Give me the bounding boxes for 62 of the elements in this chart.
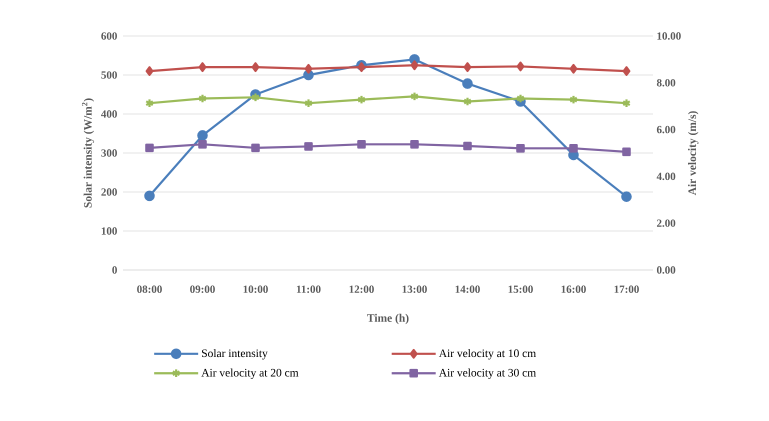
point [569,144,578,153]
y2-tick-label: 4.00 [656,172,676,180]
point [622,148,631,156]
y2-tick-label: 0.00 [656,266,676,274]
legend-label: Solar intensity [202,349,268,360]
x-tick-label: 11:00 [296,286,321,293]
x-tick-label: 09:00 [190,286,215,293]
legend-label: Air velocity at 30 cm [438,368,536,379]
point [304,64,312,74]
y-tick-label: 0 [112,266,117,274]
point [569,94,578,105]
point [304,98,313,108]
point [464,62,472,72]
y2-tick-label: 2.00 [656,219,676,227]
point [198,94,207,104]
point [146,66,154,76]
y2-axis-title: Air velocity (m/s) [688,111,698,196]
legend-label: Air velocity at 20 cm [201,368,298,379]
point [198,62,206,72]
point [462,78,473,89]
point [357,94,366,105]
x-tick-label: 16:00 [562,286,586,293]
x-tick-label: 15:00 [508,286,533,293]
x-tick-label: 08:00 [137,286,162,293]
point [516,144,525,153]
x-tick-label: 13:00 [402,286,427,293]
y-axis-title: Solar intensity (W/m$^{2}$) [82,98,94,208]
point [516,62,524,72]
point [410,91,419,102]
y-tick-label: 500 [101,71,117,79]
x-tick-label: 17:00 [614,286,639,293]
point [357,140,366,149]
point [197,130,208,141]
y2-tick-label: 10.00 [657,32,681,40]
point [252,62,260,72]
point [463,142,472,150]
point [304,142,313,151]
y-tick-label: 600 [101,32,117,40]
y-tick-label: 300 [101,149,117,157]
x-axis-title: Time (h) [367,314,409,324]
y-tick-label: 400 [101,110,117,118]
point [570,64,578,74]
x-tick-label: 10:00 [244,286,268,293]
point [516,94,525,104]
legend-label: Air velocity at 10 cm [438,349,536,360]
point [144,190,155,202]
y-tick-label: 100 [102,227,117,235]
y-tick-label: 200 [101,188,117,196]
point [622,66,630,76]
point [358,62,366,72]
point [463,96,472,106]
y2-tick-label: 6.00 [656,126,676,134]
x-tick-label: 14:00 [456,286,480,293]
point [251,92,260,102]
point [198,140,207,149]
x-tick-label: 12:00 [350,286,374,293]
point [621,191,632,202]
point [410,60,418,70]
point [251,144,260,152]
point [410,140,419,149]
y2-tick-label: 8.00 [656,79,676,87]
point [145,144,154,152]
